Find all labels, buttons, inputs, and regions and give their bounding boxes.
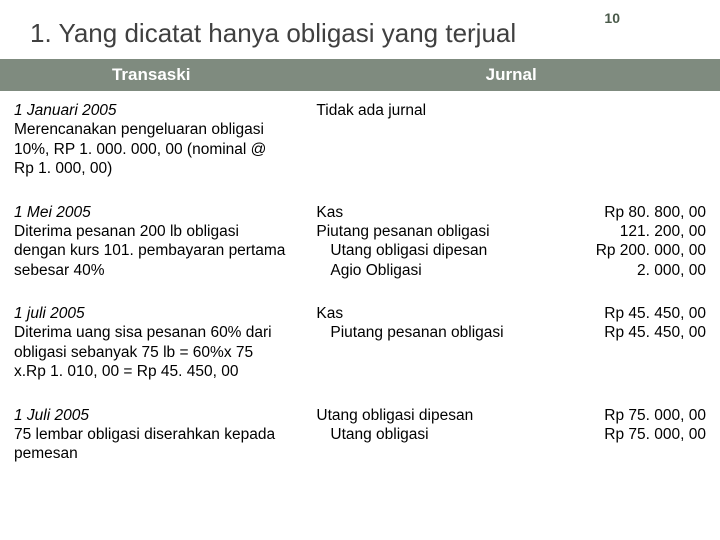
transaction-date: 1 Januari 2005	[14, 101, 288, 120]
journal-amount: Rp 45. 450, 00	[556, 323, 706, 342]
transaction-date: 1 Mei 2005	[14, 203, 288, 222]
journal-table: Transaski Jurnal 1 Januari 2005Merencana…	[0, 59, 720, 478]
transaction-date: 1 Juli 2005	[14, 406, 288, 425]
journal-account: Kas	[316, 203, 343, 222]
journal-text: Tidak ada jurnal	[316, 101, 706, 120]
journal-account: Utang obligasi	[316, 425, 428, 444]
journal-line: Utang obligasi dipesan Rp 200. 000, 00	[316, 241, 706, 260]
journal-amount: Rp 200. 000, 00	[556, 241, 706, 260]
page-title: 1. Yang dicatat hanya obligasi yang terj…	[0, 0, 720, 59]
journal-line: Utang obligasi dipesan Rp 75. 000, 00	[316, 406, 706, 425]
table-row: 1 Januari 2005Merencanakan pengeluaran o…	[0, 91, 720, 193]
col-header-transaksi: Transaski	[0, 59, 302, 91]
col-header-jurnal: Jurnal	[302, 59, 720, 91]
transaction-description: Merencanakan pengeluaran obligasi 10%, R…	[14, 120, 288, 178]
transaction-cell: 1 Juli 200575 lembar obligasi diserahkan…	[0, 396, 302, 478]
transaction-description: 75 lembar obligasi diserahkan kepada pem…	[14, 425, 288, 464]
journal-amount: Rp 80. 800, 00	[556, 203, 706, 222]
journal-line: Kas Rp 45. 450, 00	[316, 304, 706, 323]
journal-cell: Utang obligasi dipesanRp 75. 000, 00Utan…	[302, 396, 720, 478]
journal-account: Agio Obligasi	[316, 261, 421, 280]
transaction-cell: 1 Mei 2005Diterima pesanan 200 lb obliga…	[0, 193, 302, 295]
journal-account: Piutang pesanan obligasi	[316, 222, 489, 241]
journal-line: Kas Rp 80. 800, 00	[316, 203, 706, 222]
journal-cell: Tidak ada jurnal	[302, 91, 720, 193]
journal-line: Utang obligasi Rp 75. 000, 00	[316, 425, 706, 444]
journal-line: Agio Obligasi 2. 000, 00	[316, 261, 706, 280]
journal-cell: KasRp 45. 450, 00Piutang pesanan obligas…	[302, 294, 720, 396]
journal-account: Kas	[316, 304, 343, 323]
transaction-description: Diterima pesanan 200 lb obligasi dengan …	[14, 222, 288, 280]
transaction-description: Diterima uang sisa pesanan 60% dari obli…	[14, 323, 288, 381]
journal-amount: 121. 200, 00	[556, 222, 706, 241]
journal-account: Piutang pesanan obligasi	[316, 323, 503, 342]
page-number: 10	[604, 10, 620, 26]
journal-account: Utang obligasi dipesan	[316, 406, 473, 425]
journal-amount: 2. 000, 00	[556, 261, 706, 280]
table-row: 1 Juli 200575 lembar obligasi diserahkan…	[0, 396, 720, 478]
table-row: 1 juli 2005Diterima uang sisa pesanan 60…	[0, 294, 720, 396]
journal-cell: KasRp 80. 800, 00Piutang pesanan obligas…	[302, 193, 720, 295]
journal-account: Utang obligasi dipesan	[316, 241, 487, 260]
transaction-cell: 1 juli 2005Diterima uang sisa pesanan 60…	[0, 294, 302, 396]
journal-amount: Rp 75. 000, 00	[556, 406, 706, 425]
table-row: 1 Mei 2005Diterima pesanan 200 lb obliga…	[0, 193, 720, 295]
transaction-cell: 1 Januari 2005Merencanakan pengeluaran o…	[0, 91, 302, 193]
journal-line: Piutang pesanan obligasi 121. 200, 00	[316, 222, 706, 241]
journal-line: Piutang pesanan obligasi Rp 45. 450, 00	[316, 323, 706, 342]
journal-amount: Rp 45. 450, 00	[556, 304, 706, 323]
journal-amount: Rp 75. 000, 00	[556, 425, 706, 444]
transaction-date: 1 juli 2005	[14, 304, 288, 323]
